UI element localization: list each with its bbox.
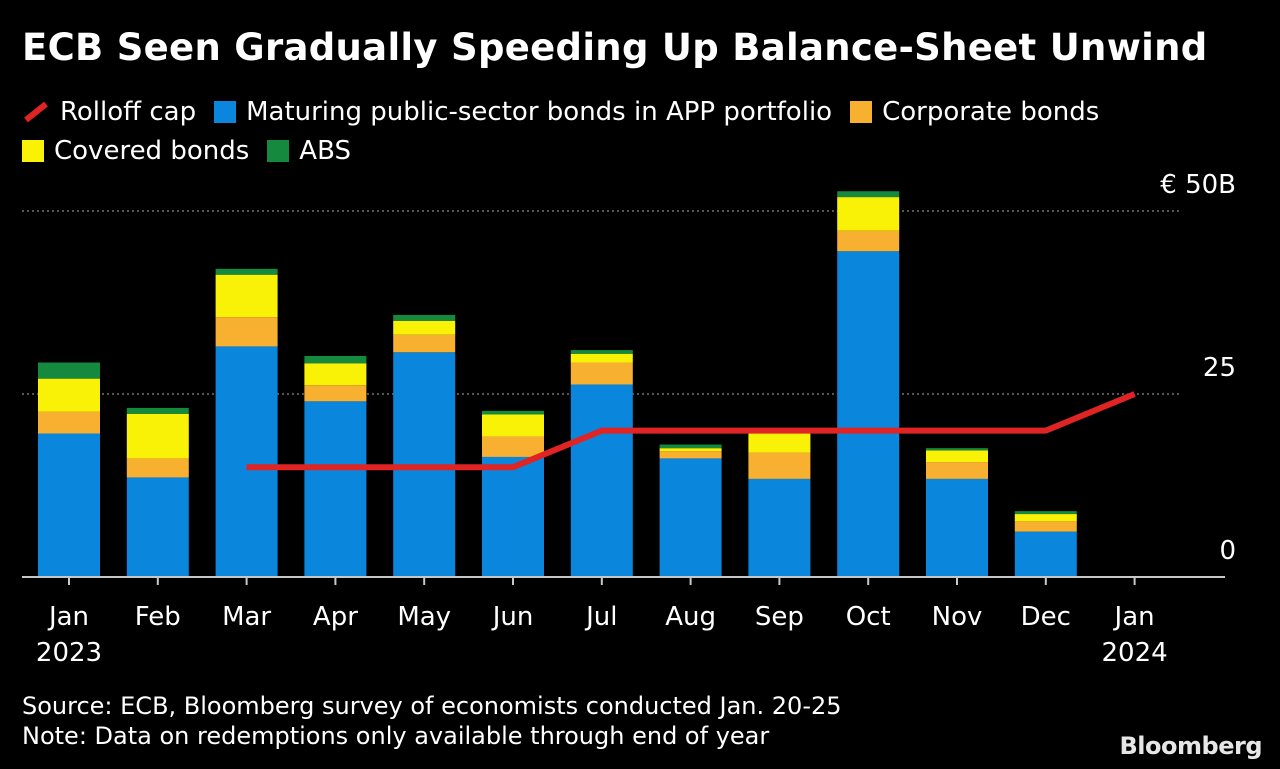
bloomberg-logo: Bloomberg bbox=[1119, 732, 1263, 760]
y-tick-label: 25 bbox=[1203, 353, 1236, 383]
x-tick-label: Jun bbox=[491, 602, 534, 632]
bar-corporate bbox=[1014, 521, 1077, 532]
x-tick-label: Sep bbox=[755, 602, 804, 632]
x-tick-label: Jul bbox=[584, 602, 617, 632]
bar-corporate bbox=[304, 385, 367, 402]
x-tick-year: 2023 bbox=[36, 638, 102, 668]
bar-covered bbox=[393, 320, 456, 335]
bar-abs bbox=[1014, 511, 1077, 515]
chart-area: Jan 2023 Feb Mar Apr May Jun Jul Aug Sep Oct Nov Dec… bbox=[22, 170, 1236, 668]
legend-item-public: Maturing public-sector bonds in APP port… bbox=[214, 94, 832, 130]
bar-corporate bbox=[748, 452, 811, 479]
bar-abs bbox=[393, 314, 456, 321]
bar-covered bbox=[748, 432, 811, 453]
bar-public bbox=[926, 478, 988, 577]
bar-abs bbox=[482, 410, 544, 415]
legend-swatch-abs bbox=[267, 140, 290, 162]
x-tick-label: Feb bbox=[135, 602, 181, 632]
legend-swatch-rolloff bbox=[24, 101, 48, 123]
x-tick-label: Nov bbox=[932, 602, 983, 632]
bar-abs bbox=[926, 448, 988, 451]
x-tick-label: Jan bbox=[47, 602, 89, 632]
bar-covered bbox=[304, 363, 367, 386]
bar-abs bbox=[38, 362, 100, 379]
bar-abs bbox=[126, 407, 189, 414]
y-tick-label: 0 bbox=[1219, 536, 1236, 566]
legend-swatch-public bbox=[214, 101, 237, 123]
bar-covered bbox=[126, 413, 189, 459]
bar-corporate bbox=[659, 451, 722, 459]
legend: Rolloff cap Maturing public-sector bonds … bbox=[22, 94, 1262, 172]
footnote: Note: Data on redemptions only available… bbox=[22, 722, 770, 750]
x-tick-label: Apr bbox=[313, 602, 358, 632]
legend-item-rolloff: Rolloff cap bbox=[22, 94, 196, 130]
x-tick-year: 2024 bbox=[1102, 638, 1168, 668]
rolloff-cap-line bbox=[246, 391, 1136, 471]
legend-item-corporate: Corporate bonds bbox=[850, 94, 1099, 130]
legend-swatch-corporate bbox=[850, 101, 873, 123]
bar-public bbox=[748, 478, 811, 577]
bar-public bbox=[1014, 531, 1077, 577]
bar-covered bbox=[570, 353, 633, 363]
bar-public bbox=[837, 251, 900, 577]
source-note: Source: ECB, Bloomberg survey of economi… bbox=[22, 692, 842, 720]
x-tick-label: Mar bbox=[222, 602, 271, 632]
bar-public bbox=[126, 477, 189, 577]
bar-covered bbox=[659, 448, 722, 452]
bar-corporate bbox=[570, 362, 633, 385]
bar-corporate bbox=[215, 317, 278, 347]
legend-swatch-covered bbox=[22, 140, 44, 162]
legend-item-abs: ABS bbox=[267, 133, 351, 169]
x-tick-label: Oct bbox=[846, 602, 891, 632]
bar-public bbox=[38, 433, 100, 577]
x-tick-label: Aug bbox=[665, 602, 716, 632]
chart-title: ECB Seen Gradually Speeding Up Balance-S… bbox=[22, 26, 1208, 69]
bar-covered bbox=[38, 378, 100, 412]
bar-abs bbox=[659, 444, 722, 449]
bar-corporate bbox=[926, 462, 988, 479]
bar-public bbox=[659, 458, 722, 577]
x-tick-label: May bbox=[397, 602, 451, 632]
x-tick-label: Jan bbox=[1113, 602, 1155, 632]
bar-public bbox=[215, 346, 278, 577]
legend-item-covered: Covered bonds bbox=[22, 133, 249, 169]
bar-covered bbox=[215, 274, 278, 318]
bar-public bbox=[304, 401, 367, 577]
bar-abs bbox=[215, 268, 278, 275]
bar-covered bbox=[1014, 514, 1077, 522]
bar-corporate bbox=[126, 458, 189, 478]
bar-corporate bbox=[38, 411, 100, 434]
legend-label: Corporate bonds bbox=[882, 97, 1100, 127]
bar-corporate bbox=[393, 334, 456, 353]
bar-abs bbox=[570, 350, 633, 354]
y-tick-label: € 50B bbox=[1160, 170, 1236, 200]
bar-corporate bbox=[482, 436, 544, 457]
bar-abs bbox=[837, 191, 900, 198]
legend-label: ABS bbox=[299, 136, 351, 166]
x-tick-label: Dec bbox=[1021, 602, 1071, 632]
bar-abs bbox=[304, 355, 367, 364]
bar-covered bbox=[482, 414, 544, 437]
legend-label: Rolloff cap bbox=[60, 97, 197, 127]
bar-public bbox=[482, 456, 544, 577]
bar-covered bbox=[926, 450, 988, 463]
legend-label: Maturing public-sector bonds in APP port… bbox=[246, 97, 833, 127]
bar-public bbox=[570, 384, 633, 577]
bar-covered bbox=[837, 197, 900, 231]
bar-corporate bbox=[837, 230, 900, 252]
legend-label: Covered bonds bbox=[54, 136, 250, 166]
